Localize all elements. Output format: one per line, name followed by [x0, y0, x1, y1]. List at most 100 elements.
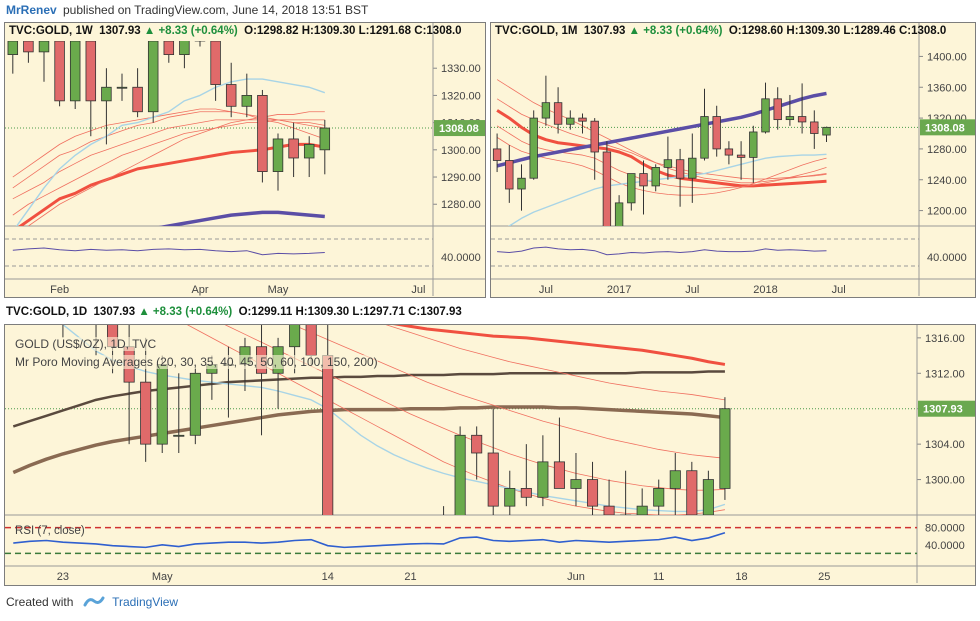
x-tick-label: 25: [818, 571, 830, 583]
rsi-tick-label: 40.0000: [441, 252, 481, 264]
up-arrow-icon: ▲: [628, 25, 640, 37]
candle-up: [537, 461, 549, 498]
candle-up: [719, 408, 731, 489]
moving-average-line: [496, 79, 827, 184]
rsi-tick-label: 40.0000: [927, 252, 967, 264]
monthly-legend: TVC:GOLD, 1M 1307.93 ▲ +8.33 (+0.64%) O:…: [495, 25, 946, 37]
moving-average-line: [12, 111, 325, 189]
weekly-chart-panel[interactable]: 1330.001320.001310.001300.001290.001280.…: [4, 22, 486, 298]
candle-up: [749, 131, 758, 158]
candle-up: [669, 470, 681, 489]
candle-down: [724, 148, 734, 156]
legend-low: L:1291.68: [358, 25, 412, 37]
candle-down: [492, 148, 502, 161]
legend-high: H:1309.30: [301, 25, 356, 37]
legend-close-value: C:1308.0: [898, 25, 947, 37]
candle-up: [319, 127, 331, 151]
daily-title: GOLD (US$/OZ), 1D, TVC: [15, 337, 157, 351]
moving-average-line: [62, 325, 726, 513]
candle-up: [438, 524, 448, 542]
monthly-chart-panel[interactable]: 1400.00 1360.00 1320.00 1280.00 1240.00 1200.…: [490, 22, 976, 298]
daily-legend: TVC:GOLD, 1D 1307.93 ▲ +8.33 (+0.64%) O:…: [6, 306, 462, 318]
candle-down: [132, 86, 143, 113]
legend-symbol: TVC:GOLD, 1M: [495, 25, 578, 37]
candle-down: [54, 41, 65, 102]
candle-down: [590, 120, 599, 153]
candle-up: [627, 173, 636, 204]
moving-average-line: [224, 325, 725, 491]
moving-average-line: [15, 78, 326, 226]
candle-up: [272, 138, 284, 172]
candle-up: [7, 41, 19, 56]
x-tick-label: Jul: [411, 284, 425, 296]
daily-chart-panel[interactable]: 1316.001312.001308.001304.001300.001307.…: [4, 324, 976, 586]
y-tick-label: 1200.00: [927, 206, 967, 218]
legend-symbol: TVC:GOLD, 1D: [6, 306, 88, 318]
candle-up: [241, 95, 253, 107]
candle-up: [702, 479, 714, 515]
candle-up: [529, 117, 538, 179]
candle-up: [822, 126, 831, 136]
plot-area: [7, 41, 331, 226]
candle-up: [303, 143, 315, 159]
candle-down: [305, 325, 317, 356]
x-tick-label: 14: [322, 571, 334, 583]
moving-average-line: [496, 109, 827, 188]
candle-up: [688, 157, 697, 179]
tradingview-link[interactable]: TradingView: [112, 595, 179, 609]
x-tick-label: 23: [57, 571, 69, 583]
x-tick-label: May: [268, 284, 289, 296]
weekly-chart-svg: 1330.001320.001310.001300.001290.001280.…: [5, 23, 485, 296]
candle-down: [85, 41, 97, 102]
x-tick-label: May: [152, 571, 173, 583]
x-tick-label: Jul: [832, 284, 846, 296]
monthly-chart-svg: 1400.001360.001320.001280.001240.001200.…: [491, 23, 975, 296]
candle-down: [603, 505, 615, 515]
x-tick-label: Feb: [50, 284, 69, 296]
rsi-label: RSI (7, close): [15, 525, 85, 537]
rsi-line: [12, 247, 325, 256]
last-price-label: 1308.08: [439, 123, 479, 135]
candle-down: [686, 470, 698, 515]
candle-up: [504, 488, 516, 507]
legend-close: 1307.93: [583, 25, 626, 37]
footer: Created with TradingView: [6, 595, 178, 610]
y-tick-label: 1280.00: [927, 144, 967, 156]
publish-header: MrRenev published on TradingView.com, Ju…: [0, 0, 980, 22]
weekly-legend: TVC:GOLD, 1W 1307.93 ▲ +8.33 (+0.64%) O:…: [9, 25, 462, 37]
candle-down: [487, 452, 499, 507]
candle-up: [289, 325, 301, 348]
candle-down: [553, 461, 565, 489]
candle-down: [602, 151, 612, 226]
candle-down: [140, 381, 152, 445]
candle-up: [517, 177, 526, 190]
candle-up: [636, 505, 648, 515]
candle-down: [773, 98, 782, 121]
candle-down: [163, 41, 175, 56]
last-price-badge: [920, 119, 975, 136]
up-arrow-icon: ▲: [143, 25, 156, 37]
candle-down: [339, 550, 349, 585]
candle-up: [38, 41, 50, 53]
x-tick-label: Jul: [685, 284, 699, 296]
moving-average-line: [507, 153, 827, 226]
candle-down: [225, 84, 237, 107]
daily-subtitle: Mr Poro Moving Averages (20, 30, 35, 40,…: [15, 355, 378, 369]
moving-average-line: [158, 210, 325, 226]
legend-close: 1307.93: [99, 25, 141, 37]
y-tick-label: 1330.00: [441, 63, 481, 75]
rsi-line: [497, 246, 827, 256]
y-tick-label: 1304.00: [925, 439, 965, 451]
legend-change: +8.33 (+0.64%): [158, 25, 238, 37]
moving-average-line: [385, 325, 725, 401]
plot-area: [12, 325, 731, 585]
x-tick-label: 2017: [607, 284, 631, 296]
legend-low: L:1297.71: [352, 306, 405, 318]
author-link[interactable]: MrRenev: [6, 3, 57, 17]
candle-up: [785, 116, 795, 121]
candle-down: [520, 488, 532, 498]
candle-down: [736, 154, 746, 158]
legend-high: H:1309.30: [786, 25, 841, 37]
legend-open: O:1299.11: [238, 306, 293, 318]
moving-average-line: [12, 119, 325, 200]
